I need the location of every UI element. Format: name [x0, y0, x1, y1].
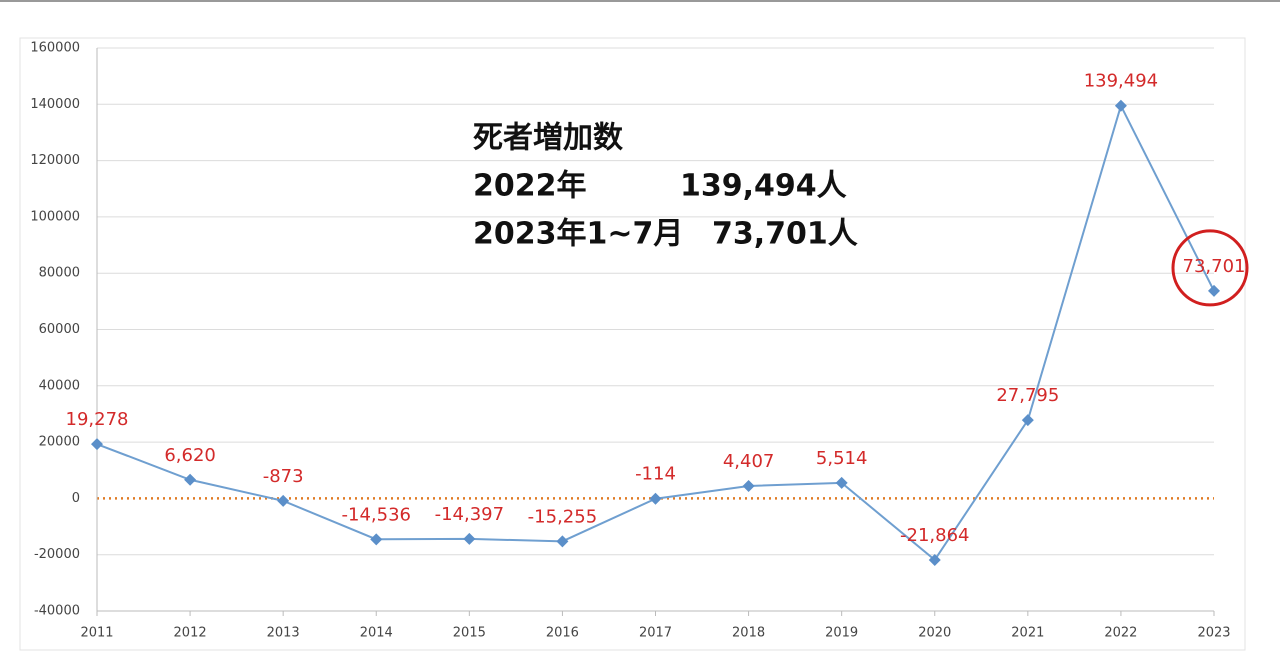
y-tick-label: 160000	[30, 41, 80, 56]
x-tick-label: 2014	[360, 626, 393, 641]
data-label: 19,278	[66, 409, 129, 430]
data-label: -873	[263, 466, 304, 487]
series-line	[96, 103, 1215, 562]
data-label: -15,255	[528, 506, 597, 527]
x-tick-label: 2017	[639, 626, 672, 641]
data-label: -14,397	[435, 504, 504, 525]
annotation-value: 73,701人	[712, 217, 858, 252]
x-tick-label: 2023	[1197, 626, 1230, 641]
y-tick-label: -40000	[34, 604, 80, 619]
data-label: 73,701	[1183, 256, 1246, 277]
y-tick-label: 140000	[30, 97, 80, 112]
y-tick-label: 120000	[30, 153, 80, 168]
data-point	[742, 479, 755, 492]
annotation-value: 139,494人	[680, 169, 847, 204]
annotation-title: 死者増加数	[473, 121, 624, 156]
x-tick-label: 2020	[918, 626, 951, 641]
data-label: -14,536	[342, 504, 411, 525]
data-point	[556, 535, 569, 548]
data-label: 27,795	[996, 385, 1059, 406]
data-point	[370, 533, 383, 546]
x-tick-label: 2021	[1011, 626, 1044, 641]
x-tick-label: 2019	[825, 626, 858, 641]
data-point	[928, 553, 941, 566]
y-tick-label: 100000	[30, 209, 80, 224]
y-tick-label: 0	[72, 491, 80, 506]
data-point	[91, 438, 103, 451]
x-tick-label: 2015	[453, 626, 486, 641]
y-tick-label: 40000	[39, 378, 80, 393]
x-tick-label: 2011	[80, 626, 113, 641]
y-tick-label: 60000	[39, 322, 80, 337]
data-label: 139,494	[1084, 71, 1158, 92]
highlight-circle	[1171, 229, 1249, 307]
data-label: 4,407	[723, 451, 775, 472]
x-tick-label: 2018	[732, 626, 765, 641]
data-label: -21,864	[900, 525, 969, 546]
annotation-label: 2023年1~7月	[473, 217, 683, 252]
chart-frame	[19, 37, 1246, 651]
data-label: 5,514	[816, 448, 868, 469]
y-tick-label: 20000	[39, 435, 80, 450]
data-label: 6,620	[164, 445, 216, 466]
annotation-label: 2022年	[473, 169, 587, 204]
y-tick-label: -20000	[34, 547, 80, 562]
data-point	[835, 476, 848, 489]
data-point	[649, 492, 662, 505]
data-point	[1208, 284, 1220, 297]
data-point	[184, 473, 197, 486]
data-label: -114	[635, 464, 676, 485]
data-point	[463, 532, 476, 545]
data-point	[277, 494, 290, 507]
x-tick-label: 2012	[174, 626, 207, 641]
x-tick-label: 2022	[1104, 626, 1137, 641]
x-tick-label: 2016	[546, 626, 579, 641]
data-point	[1114, 99, 1127, 112]
data-point	[1021, 414, 1034, 427]
y-tick-label: 80000	[39, 266, 80, 281]
x-tick-label: 2013	[267, 626, 300, 641]
